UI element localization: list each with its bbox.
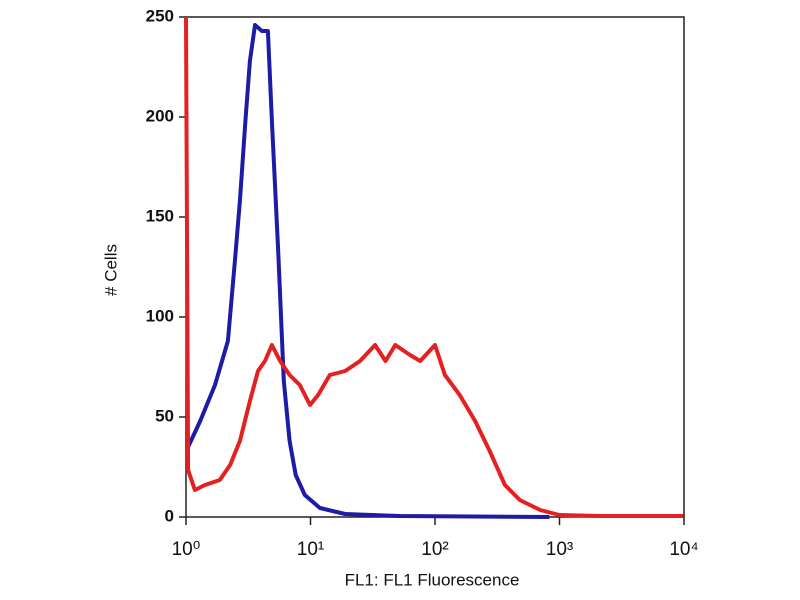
y-tick-label: 150	[146, 206, 174, 225]
histogram-line	[184, 17, 684, 518]
y-tick-label: 250	[146, 6, 174, 25]
x-tick-label: 10¹	[297, 539, 324, 560]
y-tick-label: 100	[146, 306, 174, 325]
x-tick-label: 10²	[421, 539, 448, 560]
x-tick-label: 10⁰	[172, 539, 201, 560]
histogram-line	[186, 23, 550, 519]
x-tick-label: 10⁴	[669, 539, 698, 560]
y-tick-label: 0	[165, 506, 174, 525]
y-tick-label: 200	[146, 106, 174, 125]
plot-frame	[185, 16, 685, 518]
y-tick-label: 50	[155, 406, 174, 425]
x-axis-label: FL1: FL1 Fluorescence	[345, 570, 520, 589]
x-tick-label: 10³	[546, 539, 573, 560]
y-axis-label: # Cells	[101, 244, 120, 296]
